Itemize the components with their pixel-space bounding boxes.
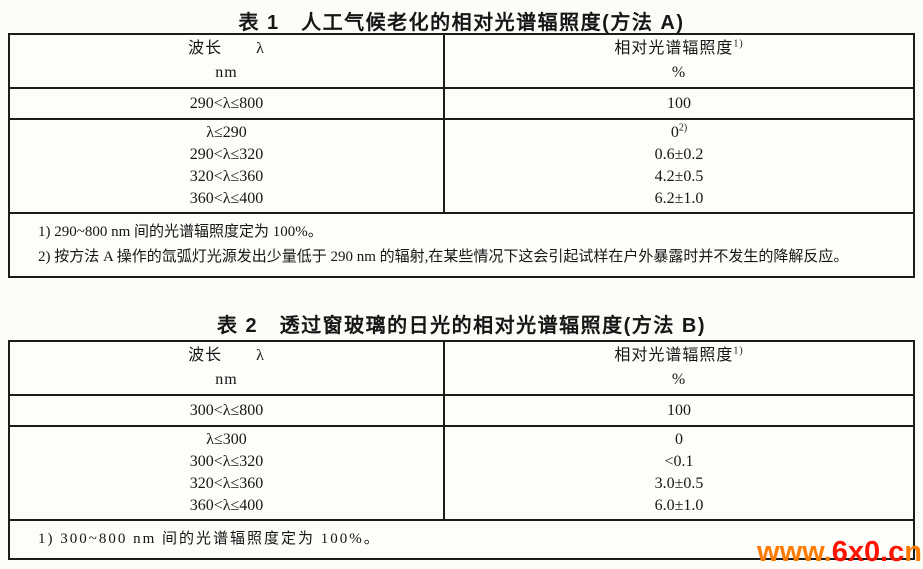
table1-band-ranges: λ≤290 290<λ≤320 320<λ≤360 360<λ≤400 [10, 120, 445, 212]
table2-header-wavelength: 波长 λ nm [10, 342, 445, 394]
range-cell: 360<λ≤400 [189, 190, 264, 207]
value-cell: 6.0±1.0 [654, 497, 704, 514]
site-watermark: www.6x0.cn [757, 538, 922, 567]
table1-header-wavelength: 波长 λ nm [10, 35, 445, 87]
range-cell: 300<λ≤800 [10, 396, 445, 425]
table1: 波长 λ nm 相对光谱辐照度1) % 290<λ≤800 100 λ≤290 … [8, 33, 915, 278]
wavelength-label: 波长 λ [188, 347, 265, 364]
table1-band-values: 02) 0.6±0.2 4.2±0.5 6.2±1.0 [445, 120, 913, 212]
value-footnote-marker: 2) [678, 122, 688, 134]
wavelength-label: 波长 λ [188, 40, 265, 57]
wavelength-unit: nm [215, 64, 238, 81]
irradiance-label: 相对光谱辐照度1) [614, 37, 743, 61]
value-cell: 100 [667, 401, 691, 419]
table1-header-row: 波长 λ nm 相对光谱辐照度1) % [10, 35, 913, 89]
table2-band-values: 0 <0.1 3.0±0.5 6.0±1.0 [445, 427, 913, 519]
table2-band-rows: λ≤300 300<λ≤320 320<λ≤360 360<λ≤400 0 <0… [10, 427, 913, 521]
range-cell: λ≤290 [206, 124, 247, 141]
footnote-2: 2) 按方法 A 操作的氙弧灯光源发出少量低于 290 nm 的辐射,在某些情况… [38, 249, 849, 265]
table2-header-irradiance: 相对光谱辐照度1) % [445, 342, 913, 394]
table2-footnotes: 1) 300~800 nm 间的光谱辐照度定为 100%。 [10, 521, 913, 558]
irradiance-label-text: 相对光谱辐照度 [614, 347, 734, 364]
irradiance-unit: % [671, 64, 687, 81]
table1-header-irradiance: 相对光谱辐照度1) % [445, 35, 913, 87]
value-cell: 6.2±1.0 [654, 190, 704, 207]
range-cell: λ≤300 [206, 431, 247, 448]
range-cell: 320<λ≤360 [189, 475, 264, 492]
value-cell: 0.6±0.2 [654, 146, 704, 163]
value-cell: 0 [675, 431, 683, 448]
value-cell: 4.2±0.5 [654, 168, 704, 185]
range-cell: 290<λ≤320 [189, 146, 264, 163]
table2-header-row: 波长 λ nm 相对光谱辐照度1) % [10, 342, 913, 396]
value-cell: 100 [667, 94, 691, 112]
footnote-1: 1) 290~800 nm 间的光谱辐照度定为 100%。 [38, 224, 323, 240]
table2-band-ranges: λ≤300 300<λ≤320 320<λ≤360 360<λ≤400 [10, 427, 445, 519]
range-cell: 360<λ≤400 [189, 497, 264, 514]
value-cell: 3.0±0.5 [654, 475, 704, 492]
watermark-segment: n [904, 536, 922, 568]
irradiance-label-text: 相对光谱辐照度 [614, 40, 734, 57]
value-cell: 02) [445, 122, 913, 144]
table1-band-rows: λ≤290 290<λ≤320 320<λ≤360 360<λ≤400 02) … [10, 120, 913, 214]
table2-reference-row: 300<λ≤800 100 [10, 396, 913, 427]
table2-title: 表 2 透过窗玻璃的日光的相对光谱辐照度(方法 B) [217, 315, 706, 337]
value-cell: <0.1 [664, 453, 694, 470]
range-cell: 320<λ≤360 [189, 168, 264, 185]
value-text: 0 [670, 124, 679, 141]
watermark-segment: www. [757, 536, 832, 568]
irradiance-label: 相对光谱辐照度1) [614, 344, 743, 368]
table1-reference-row: 290<λ≤800 100 [10, 89, 913, 120]
irradiance-unit: % [671, 371, 687, 388]
irradiance-footnote-marker: 1) [733, 38, 744, 50]
irradiance-footnote-marker: 1) [733, 345, 744, 357]
range-cell: 300<λ≤320 [189, 453, 264, 470]
table1-title: 表 1 人工气候老化的相对光谱辐照度(方法 A) [238, 12, 685, 34]
footnote-1: 1) 300~800 nm 间的光谱辐照度定为 100%。 [38, 531, 381, 547]
table2: 波长 λ nm 相对光谱辐照度1) % 300<λ≤800 100 λ≤300 … [8, 340, 915, 560]
wavelength-unit: nm [215, 371, 238, 388]
range-cell: 290<λ≤800 [10, 89, 445, 118]
table1-footnotes: 1) 290~800 nm 间的光谱辐照度定为 100%。 2) 按方法 A 操… [10, 214, 913, 276]
watermark-segment: 6x0.c [831, 536, 905, 568]
